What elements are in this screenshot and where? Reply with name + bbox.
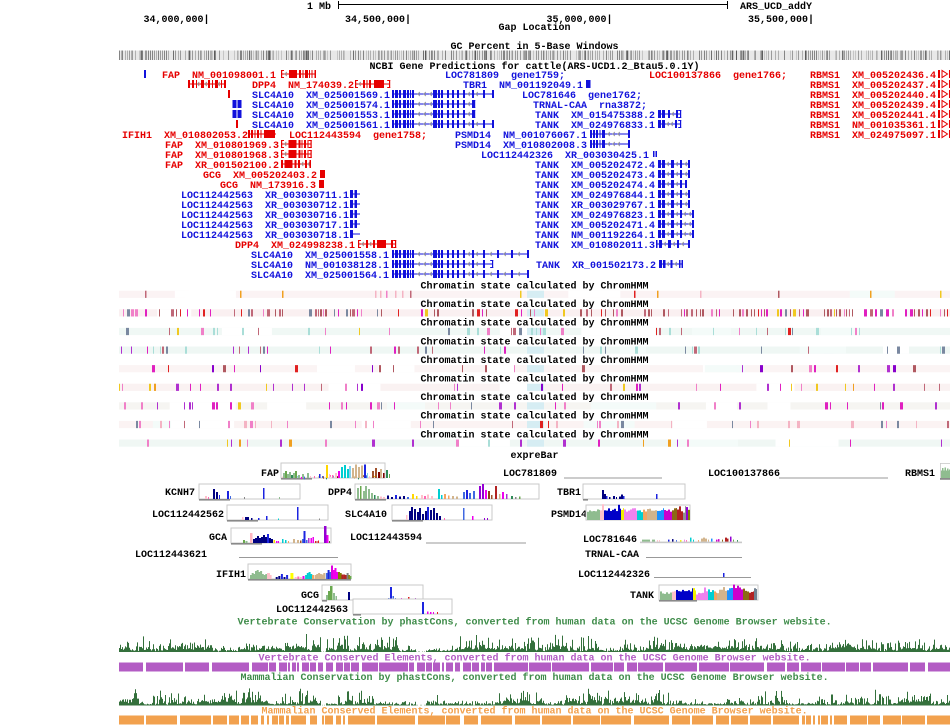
svg-text:Chromatin state calculated by: Chromatin state calculated by ChromHMM [421,411,649,423]
svg-text:LOC112442563: LOC112442563 [276,605,348,616]
svg-text:Mammalian Conserved Elements,: Mammalian Conserved Elements, converted … [262,706,808,718]
svg-text:RBMS1 XM_024975097.1: RBMS1 XM_024975097.1 [810,131,936,142]
svg-text:FAP: FAP [261,469,279,480]
svg-text:LOC781646 gene1762;: LOC781646 gene1762; [522,91,642,102]
svg-text:SLC4A10 XM_025001558.1: SLC4A10 XM_025001558.1 [251,251,389,262]
svg-text:PSMD14: PSMD14 [551,510,587,521]
svg-text:SLC4A10 XM_025001553.1: SLC4A10 XM_025001553.1 [252,111,390,122]
svg-text:TANK XM_005202473.4: TANK XM_005202473.4 [535,171,655,182]
svg-text:LOC781809 gene1759;: LOC781809 gene1759; [445,71,565,82]
svg-text:RBMS1 NM_001035361.1: RBMS1 NM_001035361.1 [810,121,936,132]
svg-text:Chromatin state calculated by: Chromatin state calculated by ChromHMM [421,429,649,441]
svg-text:SLC4A10 XM_025001574.1: SLC4A10 XM_025001574.1 [252,101,390,112]
svg-text:LOC112442563 XR_003030711.1: LOC112442563 XR_003030711.1 [181,191,349,202]
svg-text:IFIH1 XM_010802053.2: IFIH1 XM_010802053.2 [122,131,248,142]
svg-text:TRNAL-CAA: TRNAL-CAA [585,550,639,561]
svg-text:Chromatin state calculated by: Chromatin state calculated by ChromHMM [421,374,649,386]
svg-text:TRNAL-CAA rna3872;: TRNAL-CAA rna3872; [533,101,647,112]
svg-text:RBMS1 XM_005202436.4: RBMS1 XM_005202436.4 [810,71,936,82]
svg-text:Vertebrate Conserved Elements,: Vertebrate Conserved Elements, converted… [259,653,811,665]
svg-text:NCBI Gene Predictions for catt: NCBI Gene Predictions for cattle(ARS-UCD… [370,61,700,73]
svg-text:PSMD14 XM_010802008.3: PSMD14 XM_010802008.3 [455,141,587,152]
svg-text:SLC4A10 XM_025001561.1: SLC4A10 XM_025001561.1 [252,121,390,132]
svg-text:SLC4A10 XM_025001569.1: SLC4A10 XM_025001569.1 [252,91,390,102]
svg-text:LOC100137866 gene1766;: LOC100137866 gene1766; [649,71,787,82]
svg-text:TBR1: TBR1 [557,488,581,499]
svg-text:Chromatin state calculated by: Chromatin state calculated by ChromHMM [421,318,649,330]
svg-text:RBMS1 XM_005202441.4: RBMS1 XM_005202441.4 [810,111,936,122]
svg-text:35,500,000|: 35,500,000| [748,14,814,26]
svg-text:RBMS1 XM_005202437.4: RBMS1 XM_005202437.4 [810,81,936,92]
svg-text:Chromatin state calculated by: Chromatin state calculated by ChromHMM [421,299,649,311]
svg-text:LOC112442563 XR_003030718.1: LOC112442563 XR_003030718.1 [181,231,349,242]
svg-text:Chromatin state calculated by: Chromatin state calculated by ChromHMM [421,355,649,367]
svg-text:DPP4: DPP4 [328,488,352,499]
svg-text:GC Percent in 5-Base Windows: GC Percent in 5-Base Windows [451,41,619,53]
svg-text:Mammalian Conservation by phas: Mammalian Conservation by phastCons, con… [241,672,829,684]
svg-text:DPP4 NM_174039.2: DPP4 NM_174039.2 [252,81,354,92]
svg-text:Vertebrate Conservation by pha: Vertebrate Conservation by phastCons, co… [238,617,832,629]
svg-text:FAP XM_010801969.3: FAP XM_010801969.3 [165,141,279,152]
svg-text:RBMS1 XM_005202440.4: RBMS1 XM_005202440.4 [810,91,936,102]
svg-text:TANK XM_024976823.1: TANK XM_024976823.1 [535,211,655,222]
svg-text:Chromatin state calculated by: Chromatin state calculated by ChromHMM [421,392,649,404]
svg-text:TANK XM_024976844.1: TANK XM_024976844.1 [535,191,655,202]
svg-text:Chromatin state calculated by: Chromatin state calculated by ChromHMM [421,336,649,348]
svg-text:GCG NM_173916.3: GCG NM_173916.3 [220,181,316,192]
svg-text:34,000,000|: 34,000,000| [144,14,210,26]
svg-text:LOC112442563 XR_003030716.1: LOC112442563 XR_003030716.1 [181,211,349,222]
svg-text:FAP NM_001098001.1: FAP NM_001098001.1 [162,71,276,82]
svg-text:KCNH7: KCNH7 [165,488,195,499]
svg-text:LOC112443594: LOC112443594 [350,533,422,544]
svg-text:LOC112443594 gene1758;: LOC112443594 gene1758; [289,131,427,142]
svg-text:GCA: GCA [209,533,227,544]
svg-text:expreBar: expreBar [511,451,559,462]
svg-text:LOC781646: LOC781646 [583,535,637,546]
svg-text:PSMD14 NM_001076067.1: PSMD14 NM_001076067.1 [455,131,587,142]
svg-text:TANK NM_001192264.1: TANK NM_001192264.1 [535,231,655,242]
svg-text:TANK XM_010802011.3: TANK XM_010802011.3 [535,241,655,252]
svg-text:TANK XM_005202474.4: TANK XM_005202474.4 [535,181,655,192]
svg-text:ARS_UCD_addY: ARS_UCD_addY [740,1,812,13]
svg-text:TANK: TANK [630,591,654,602]
svg-text:SLC4A10 XM_025001564.1: SLC4A10 XM_025001564.1 [251,271,389,282]
svg-text:LOC112442562: LOC112442562 [152,510,224,521]
svg-text:TANK XM_024976833.1: TANK XM_024976833.1 [535,121,655,132]
svg-text:Gap Location: Gap Location [499,22,571,34]
svg-text:RBMS1: RBMS1 [905,469,935,480]
svg-text:LOC112442563 XR_003030717.1: LOC112442563 XR_003030717.1 [181,221,349,232]
svg-text:LOC781809: LOC781809 [503,469,557,480]
svg-text:DPP4 XM_024998238.1: DPP4 XM_024998238.1 [235,241,355,252]
svg-text:GCG: GCG [301,591,319,602]
svg-text:LOC112442326: LOC112442326 [578,570,650,581]
svg-text:LOC112442563 XR_003030712.1: LOC112442563 XR_003030712.1 [181,201,349,212]
svg-text:SLC4A10 NM_001038128.1: SLC4A10 NM_001038128.1 [251,261,389,272]
svg-text:TANK XM_005202472.4: TANK XM_005202472.4 [535,161,655,172]
svg-text:SLC4A10: SLC4A10 [345,510,387,521]
svg-text:FAP XR_001502100.2: FAP XR_001502100.2 [165,161,279,172]
svg-text:RBMS1 XM_005202439.4: RBMS1 XM_005202439.4 [810,101,936,112]
svg-text:IFIH1: IFIH1 [216,570,246,581]
svg-text:34,500,000|: 34,500,000| [345,14,411,26]
svg-text:TANK XM_015475388.2: TANK XM_015475388.2 [535,111,655,122]
svg-text:LOC112442326 XR_003030425.1: LOC112442326 XR_003030425.1 [481,151,649,162]
svg-text:TANK XM_005202471.4: TANK XM_005202471.4 [535,221,655,232]
svg-text:GCG XM_005202403.2: GCG XM_005202403.2 [203,171,317,182]
svg-text:TANK XR_001502173.2: TANK XR_001502173.2 [536,261,656,272]
svg-text:TBR1 NM_001192049.1: TBR1 NM_001192049.1 [463,81,583,92]
svg-text:LOC100137866: LOC100137866 [708,469,780,480]
svg-text:LOC112443621: LOC112443621 [135,550,207,561]
svg-text:TANK XR_003029767.1: TANK XR_003029767.1 [535,201,655,212]
svg-text:FAP XM_010801968.3: FAP XM_010801968.3 [165,151,279,162]
svg-text:1 Mb: 1 Mb [307,1,331,13]
svg-text:Chromatin state calculated by: Chromatin state calculated by ChromHMM [421,281,649,293]
svg-text:35,000,000|: 35,000,000| [547,14,613,26]
